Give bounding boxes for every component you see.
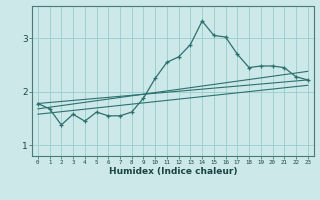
X-axis label: Humidex (Indice chaleur): Humidex (Indice chaleur) (108, 167, 237, 176)
